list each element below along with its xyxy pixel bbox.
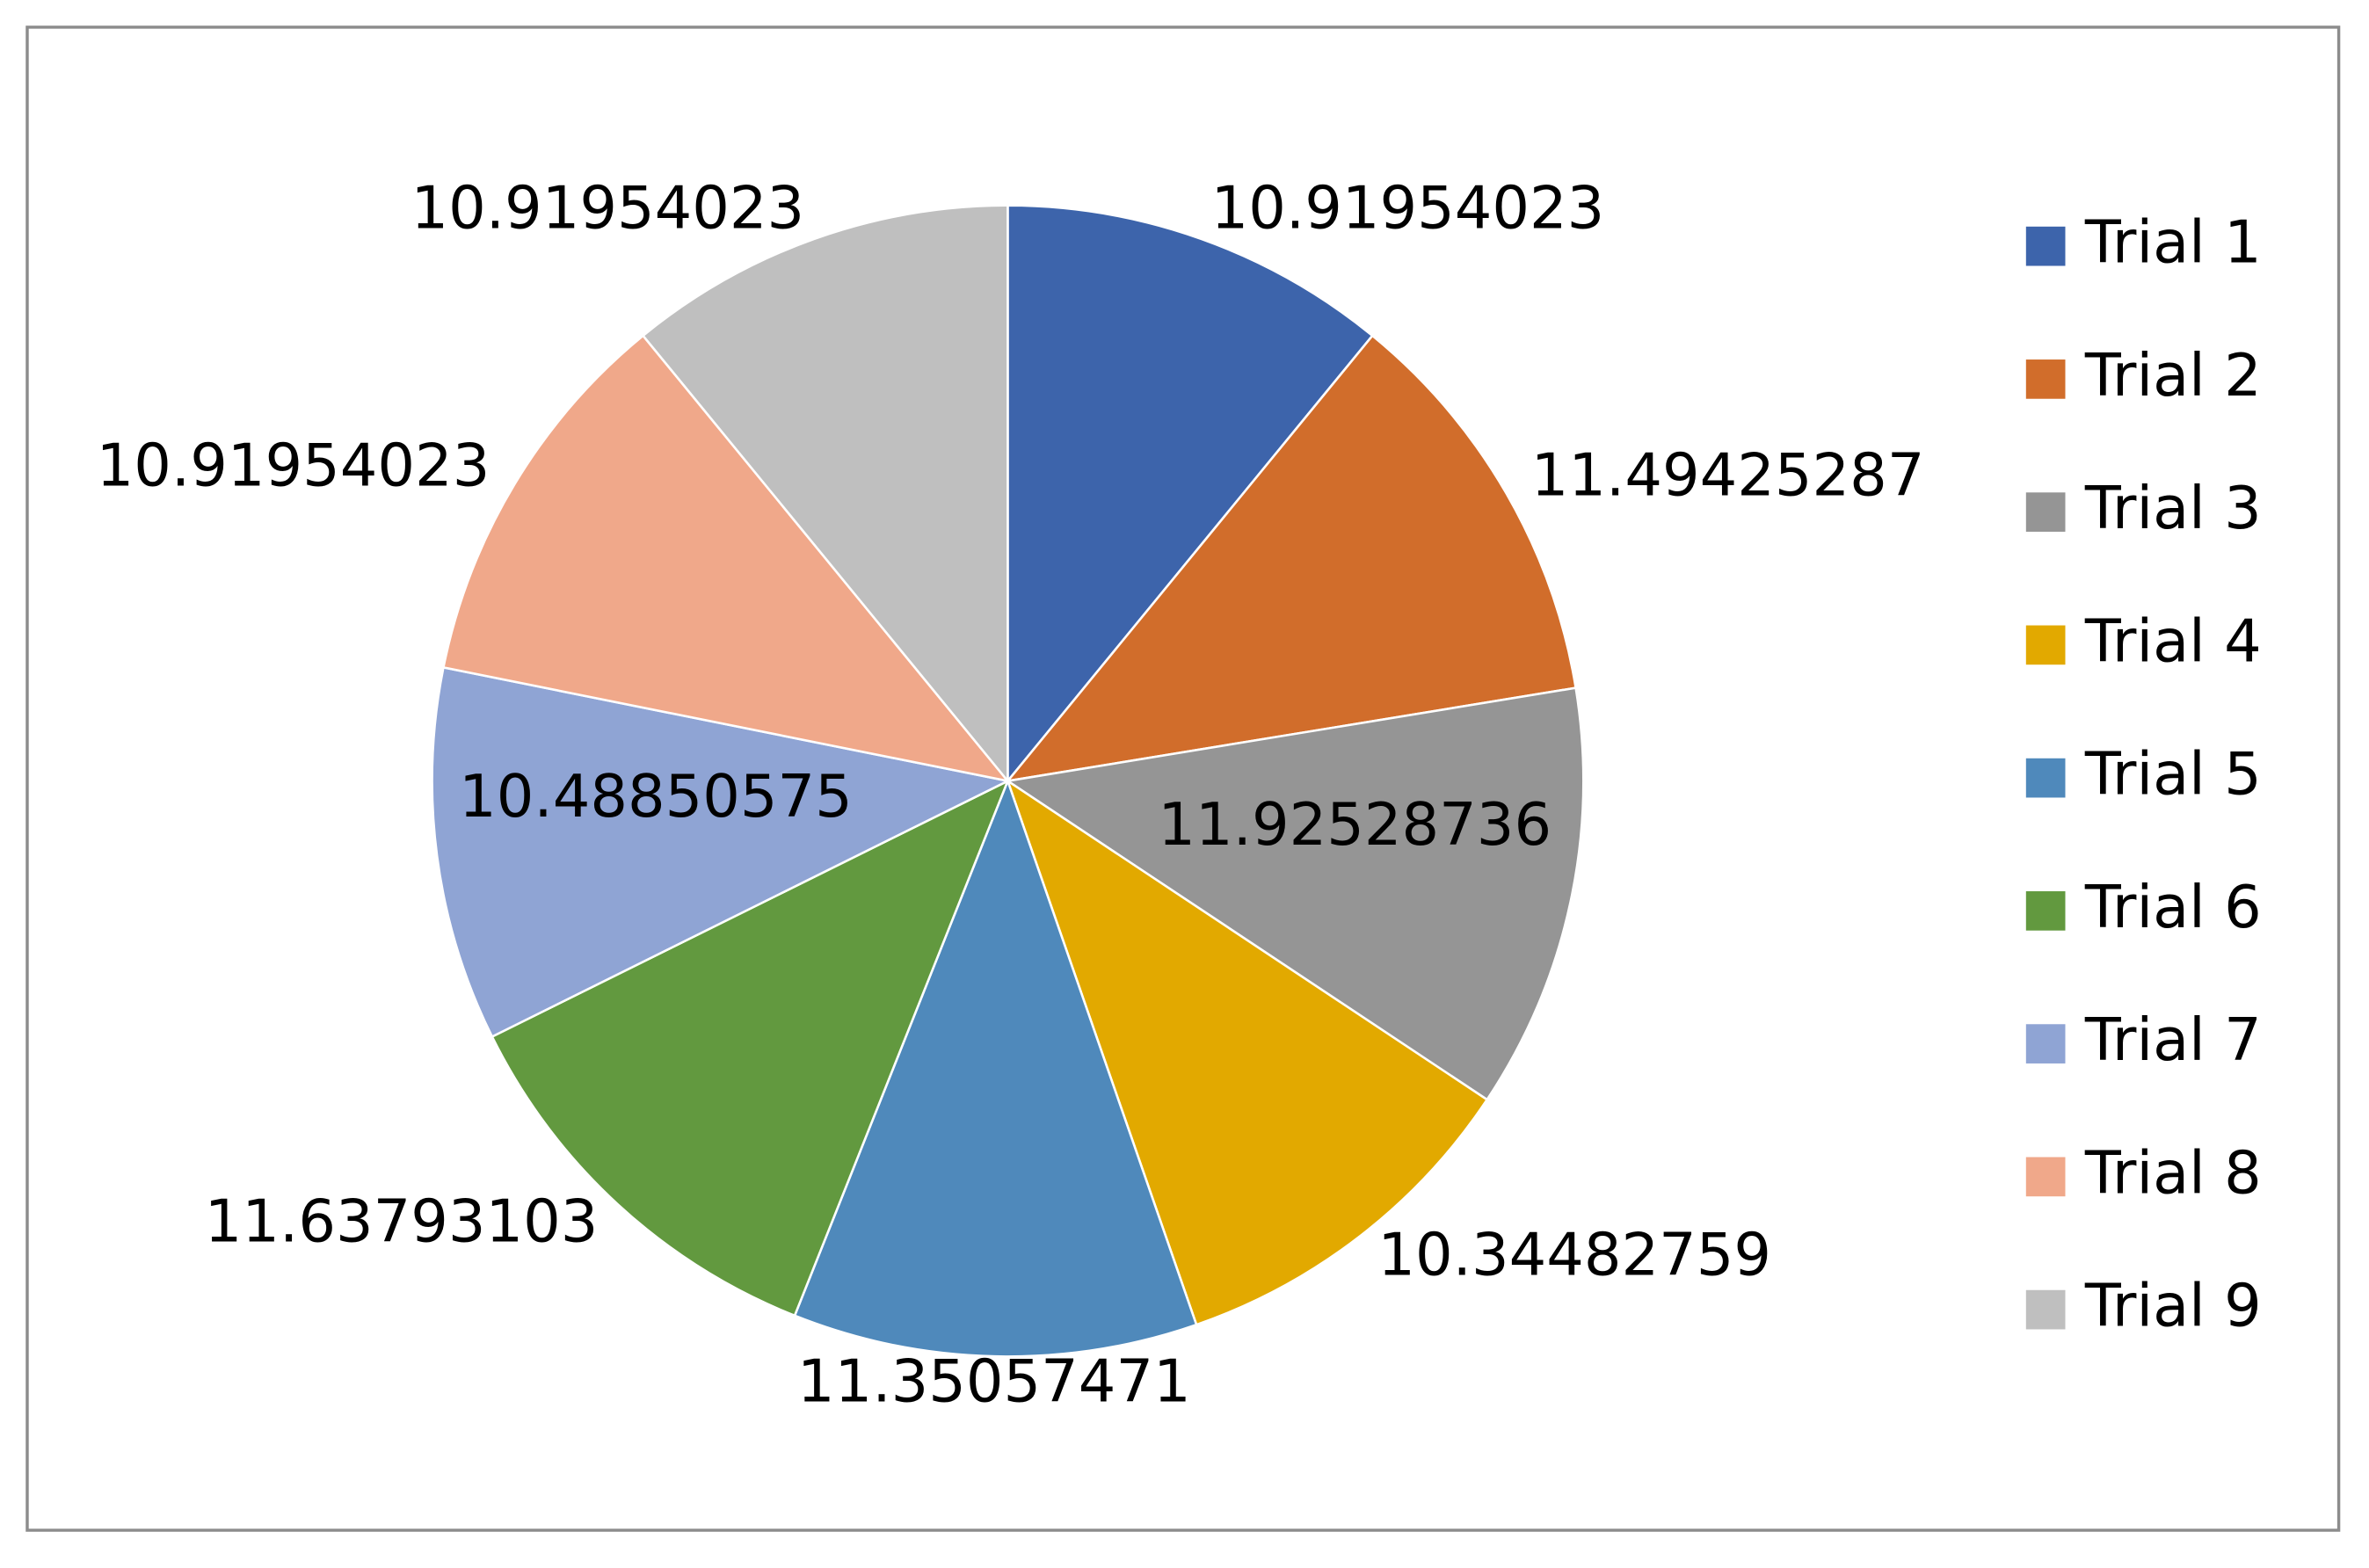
- pie-slice: [641, 204, 1009, 785]
- data-label: 11.92528736: [1158, 790, 1551, 859]
- data-label: 10.34482759: [1377, 1221, 1771, 1289]
- legend-swatch: [2025, 1289, 2066, 1330]
- pie-slice: [431, 665, 1012, 1039]
- pie-slice: [441, 334, 1011, 783]
- legend-swatch: [2025, 1157, 2066, 1197]
- data-label: 10.91954023: [411, 174, 804, 243]
- pie-slice: [1004, 686, 1585, 1101]
- data-label: 10.91954023: [1211, 174, 1605, 243]
- data-label: 11.35057471: [797, 1347, 1191, 1415]
- legend-swatch: [2025, 359, 2066, 399]
- pie-slice: [1005, 778, 1489, 1326]
- legend-label: Trial 7: [2084, 1005, 2262, 1074]
- data-label: 11.49425287: [1531, 440, 1925, 509]
- legend-label: Trial 9: [2084, 1272, 2262, 1340]
- legend-swatch: [2025, 891, 2066, 931]
- legend-swatch: [2025, 1024, 2066, 1063]
- legend-swatch: [2025, 226, 2066, 266]
- legend-label: Trial 2: [2084, 341, 2262, 410]
- pie-slice: [491, 778, 1010, 1318]
- data-label: 10.48850575: [459, 762, 853, 831]
- pie-slice: [1005, 334, 1578, 783]
- legend-label: Trial 6: [2084, 873, 2262, 941]
- data-label: 11.63793103: [205, 1187, 599, 1256]
- legend-label: Trial 3: [2084, 474, 2262, 542]
- legend-label: Trial 5: [2084, 740, 2262, 809]
- pie-slice: [793, 777, 1198, 1358]
- data-label: 10.91954023: [97, 432, 491, 500]
- legend-swatch: [2025, 492, 2066, 532]
- legend-label: Trial 4: [2084, 606, 2262, 675]
- legend-label: Trial 1: [2084, 208, 2262, 277]
- pie-slice: [1006, 204, 1375, 785]
- legend-label: Trial 8: [2084, 1138, 2262, 1207]
- legend-swatch: [2025, 625, 2066, 665]
- legend-swatch: [2025, 758, 2066, 798]
